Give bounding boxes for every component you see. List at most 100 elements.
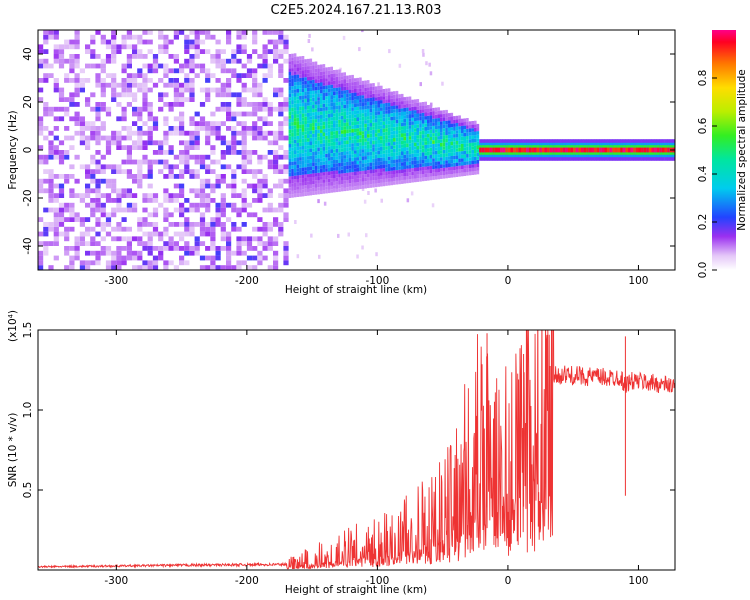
spectrogram-cell bbox=[312, 72, 315, 77]
spectrogram-cell bbox=[325, 107, 328, 111]
spectrogram-cell bbox=[364, 145, 367, 149]
spectrogram-cell bbox=[291, 168, 294, 173]
spectrogram-cell bbox=[348, 140, 352, 144]
spectrogram-cell bbox=[320, 158, 323, 162]
spectrogram-cell bbox=[53, 54, 59, 59]
spectrogram-cell bbox=[353, 114, 357, 118]
spectrogram-cell bbox=[366, 83, 370, 88]
spectrogram-cell bbox=[419, 109, 422, 114]
spectrogram-cell bbox=[366, 173, 370, 178]
spectrogram-cell bbox=[301, 160, 305, 164]
spectrogram-cell bbox=[314, 61, 318, 66]
spectrogram-cell bbox=[215, 54, 221, 59]
spectrogram-cell bbox=[236, 49, 242, 54]
spectrogram-cell bbox=[205, 30, 211, 35]
spectrogram-cell bbox=[293, 132, 297, 137]
spectrogram-cell bbox=[369, 155, 373, 159]
spectrogram-cell bbox=[312, 180, 315, 185]
spectrogram-cell bbox=[307, 39, 311, 43]
spectrogram-cell bbox=[111, 82, 117, 88]
spectrogram-cell bbox=[395, 105, 399, 109]
spectrogram-cell bbox=[194, 30, 200, 35]
spectrogram-cell bbox=[320, 82, 323, 87]
spectrogram-cell bbox=[393, 163, 396, 167]
spectrogram-cell bbox=[236, 97, 242, 102]
spectrogram-cell bbox=[395, 134, 399, 138]
spectrogram-cell bbox=[348, 132, 352, 137]
spectrogram-cell bbox=[231, 188, 237, 194]
spectrogram-cell bbox=[445, 145, 448, 150]
spectrogram-cell bbox=[395, 112, 399, 117]
spectrogram-cell bbox=[53, 193, 59, 198]
spectrogram-cell bbox=[359, 109, 362, 114]
spectrogram-cell bbox=[359, 88, 362, 92]
spectrogram-cell bbox=[656, 147, 660, 153]
spectrogram-cell bbox=[262, 255, 268, 261]
spectrogram-cell bbox=[333, 174, 336, 178]
spectrogram-cell bbox=[317, 72, 320, 76]
spectrogram-cell bbox=[333, 178, 336, 182]
spectrogram-cell bbox=[226, 183, 232, 189]
spectrogram-cell bbox=[132, 265, 138, 270]
spectrogram-cell bbox=[408, 114, 412, 119]
spectrogram-cell bbox=[424, 166, 427, 171]
spectrogram-cell bbox=[293, 114, 297, 119]
spectrogram-cell bbox=[521, 147, 524, 153]
spectrogram-cell bbox=[64, 236, 70, 242]
spectrogram-cell bbox=[453, 119, 456, 124]
spectrogram-cell bbox=[474, 135, 477, 139]
spectrogram-cell bbox=[257, 106, 263, 112]
spectrogram-cell bbox=[322, 150, 326, 155]
spectrogram-cell bbox=[320, 150, 323, 155]
spectrogram-cell bbox=[353, 96, 357, 100]
spectrogram-cell bbox=[356, 113, 360, 118]
spectrogram-cell bbox=[194, 73, 200, 78]
spectrogram-cell bbox=[278, 39, 284, 45]
spectrogram-cell bbox=[121, 236, 127, 242]
spectrogram-cell bbox=[273, 106, 279, 112]
spectrogram-cell bbox=[246, 87, 253, 93]
spectrogram-cell bbox=[299, 56, 302, 60]
spectrogram-cell bbox=[231, 207, 237, 213]
spectrogram-cell bbox=[406, 107, 409, 112]
spectrogram-cell bbox=[147, 231, 153, 237]
spectrogram-cell bbox=[173, 82, 179, 88]
spectrogram-cell bbox=[427, 108, 430, 113]
spectrogram-cell bbox=[416, 163, 420, 168]
spectrogram-cell bbox=[364, 84, 367, 88]
spectrogram-cell bbox=[317, 162, 320, 166]
spectrogram-cell bbox=[455, 151, 459, 156]
spectrogram-cell bbox=[445, 149, 448, 154]
spectrogram-cell bbox=[385, 117, 388, 121]
spectrogram-cell bbox=[359, 174, 362, 179]
spectrogram-cell bbox=[312, 119, 315, 123]
spectrogram-cell bbox=[142, 193, 148, 198]
spectrogram-cell bbox=[291, 100, 294, 105]
spectrogram-cell bbox=[359, 185, 362, 190]
spectrogram-cell bbox=[374, 176, 378, 180]
spectrogram-cell bbox=[168, 106, 174, 112]
spectrogram-cell bbox=[395, 130, 399, 135]
spectrogram-cell bbox=[468, 128, 472, 133]
spectrogram-cell bbox=[252, 246, 258, 251]
spectrogram-cell bbox=[432, 118, 435, 123]
spectrogram-cell bbox=[236, 246, 242, 251]
spectrogram-cell bbox=[262, 116, 268, 122]
spectrogram-cell bbox=[48, 178, 54, 184]
spectrogram-cell bbox=[460, 129, 464, 134]
spectrogram-cell bbox=[447, 163, 451, 168]
spectrogram-cell bbox=[79, 217, 85, 222]
spectrogram-cell bbox=[291, 53, 294, 58]
spectrogram-cell bbox=[147, 159, 153, 165]
spectrogram-cell bbox=[364, 163, 367, 167]
spectrogram-cell bbox=[400, 137, 404, 141]
spectrogram-cell bbox=[53, 174, 59, 179]
spectrogram-cell bbox=[351, 125, 354, 129]
spectrogram-cell bbox=[382, 117, 386, 122]
spectrogram-cell bbox=[283, 49, 289, 54]
spectrogram-cell bbox=[320, 183, 323, 187]
spectrogram-cell bbox=[95, 202, 101, 208]
spectrogram-cell bbox=[64, 231, 70, 237]
spectrogram-cell bbox=[173, 174, 179, 179]
spectrogram-cell bbox=[466, 143, 469, 147]
